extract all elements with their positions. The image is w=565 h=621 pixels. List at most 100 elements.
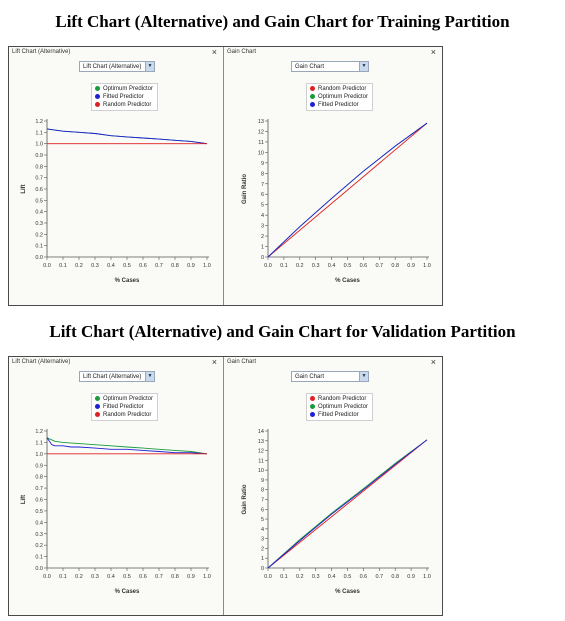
y-tick-label: 11: [258, 140, 264, 146]
legend-dot-icon: [310, 395, 315, 401]
y-axis-label: Gain Ratio: [242, 484, 248, 514]
section-title-training: Lift Chart (Alternative) and Gain Chart …: [55, 12, 510, 31]
y-tick-label: 0.3: [35, 221, 43, 227]
x-tick-label: 0.7: [155, 263, 163, 269]
x-axis-label: % Cases: [335, 278, 360, 284]
x-tick-label: 0.6: [360, 263, 368, 269]
chevron-down-icon[interactable]: ▼: [359, 372, 368, 381]
legend-item: Random Predictor: [95, 411, 153, 419]
y-tick-label: 0.9: [35, 463, 43, 469]
y-tick-label: 0.5: [35, 509, 43, 515]
x-tick-label: 0.4: [328, 263, 336, 269]
panel-title: Lift Chart (Alternative): [12, 359, 71, 365]
panel-title: Gain Chart: [227, 359, 257, 365]
y-tick-label: 1.0: [35, 142, 43, 148]
y-tick-label: 13: [258, 119, 264, 125]
y-tick-label: 11: [258, 458, 264, 464]
y-tick-label: 4: [261, 527, 264, 533]
close-icon[interactable]: ×: [211, 47, 217, 57]
legend-dot-icon: [95, 411, 100, 417]
legend-item: Random Predictor: [95, 101, 153, 109]
legend-label: Fitted Predictor: [103, 404, 144, 410]
y-tick-label: 0.0: [35, 255, 43, 261]
y-tick-label: 12: [258, 449, 264, 455]
y-tick-label: 1.2: [35, 429, 43, 435]
legend-label: Optimum Predictor: [318, 404, 369, 410]
validation-chart-window: Lift Chart (Alternative) × Lift Chart (A…: [8, 356, 443, 616]
close-icon[interactable]: ×: [430, 47, 436, 57]
x-tick-label: 0.8: [391, 574, 399, 580]
legend-label: Optimum Predictor: [103, 86, 154, 92]
x-tick-label: 0.7: [375, 574, 383, 580]
chart-type-dropdown[interactable]: Lift Chart (Alternative) ▼: [79, 61, 155, 72]
y-tick-label: 3: [261, 224, 264, 230]
y-tick-label: 2: [261, 546, 264, 552]
y-tick-label: 0.0: [35, 566, 43, 572]
y-tick-label: 0.6: [35, 187, 43, 193]
gain-panel-training: Gain Chart × Gain Chart ▼ Random Predict…: [224, 47, 442, 305]
x-tick-label: 0.0: [43, 263, 51, 269]
legend-item: Random Predictor: [310, 85, 368, 93]
legend-dot-icon: [95, 85, 100, 91]
lift-plot-validation: 0.0 0.1 0.2 0.3 0.4 0.5 0.6 0.7 0.8 0.9 1.0 1.1 1.2 0…: [21, 429, 211, 595]
chart-type-dropdown[interactable]: Gain Chart ▼: [291, 61, 369, 72]
x-tick-label: 0.0: [43, 574, 51, 580]
fitted-predictor-line: [46, 437, 208, 455]
close-icon[interactable]: ×: [430, 357, 436, 367]
dropdown-value: Lift Chart (Alternative): [83, 374, 142, 380]
close-icon[interactable]: ×: [211, 357, 217, 367]
y-tick-label: 0.8: [35, 164, 43, 170]
legend-label: Random Predictor: [103, 102, 152, 108]
x-tick-label: 1.0: [203, 574, 211, 580]
x-tick-label: 0.3: [91, 574, 99, 580]
x-axis-label: % Cases: [115, 589, 140, 595]
optimum-predictor-line: [46, 437, 208, 455]
chevron-down-icon[interactable]: ▼: [359, 62, 368, 71]
panel-title: Gain Chart: [227, 49, 257, 55]
x-tick-label: 1.0: [423, 574, 431, 580]
x-tick-label: 0.4: [107, 263, 115, 269]
y-tick-label: 0.7: [35, 486, 43, 492]
fitted-predictor-line: [46, 128, 208, 145]
y-tick-label: 13: [258, 439, 264, 445]
chart-legend: Optimum Predictor Fitted Predictor Rando…: [91, 393, 159, 421]
y-tick-label: 1.0: [35, 452, 43, 458]
y-axis-label: Lift: [21, 495, 27, 504]
x-tick-label: 0.1: [280, 574, 288, 580]
legend-label: Fitted Predictor: [318, 412, 359, 418]
x-tick-label: 0.7: [375, 263, 383, 269]
optimum-predictor-line: [267, 439, 428, 569]
y-tick-label: 3: [261, 537, 264, 543]
chevron-down-icon[interactable]: ▼: [145, 62, 154, 71]
y-tick-label: 14: [258, 429, 264, 435]
x-tick-label: 0.7: [155, 574, 163, 580]
y-tick-label: 0.1: [35, 555, 43, 561]
y-tick-label: 12: [258, 129, 264, 135]
chevron-down-icon[interactable]: ▼: [145, 372, 154, 381]
y-tick-label: 0.7: [35, 176, 43, 182]
panel-title: Lift Chart (Alternative): [12, 49, 71, 55]
x-tick-label: 0.3: [312, 574, 320, 580]
legend-label: Optimum Predictor: [103, 396, 154, 402]
dropdown-value: Gain Chart: [295, 64, 325, 70]
x-tick-label: 0.4: [107, 574, 115, 580]
x-tick-label: 1.0: [423, 263, 431, 269]
x-tick-label: 0.5: [123, 263, 131, 269]
x-tick-label: 0.3: [91, 263, 99, 269]
y-tick-label: 5: [261, 203, 264, 209]
y-tick-label: 0.4: [35, 520, 43, 526]
x-tick-label: 0.9: [187, 574, 195, 580]
chart-type-dropdown[interactable]: Gain Chart ▼: [291, 371, 369, 382]
x-tick-label: 0.8: [171, 574, 179, 580]
legend-item: Optimum Predictor: [95, 85, 153, 93]
y-tick-label: 0.1: [35, 244, 43, 250]
x-tick-label: 0.1: [280, 263, 288, 269]
chart-type-dropdown[interactable]: Lift Chart (Alternative) ▼: [79, 371, 155, 382]
x-tick-label: 0.9: [407, 574, 415, 580]
panel-divider: [223, 357, 224, 615]
legend-dot-icon: [310, 93, 315, 99]
legend-dot-icon: [310, 403, 315, 409]
x-axis-label: % Cases: [115, 278, 140, 284]
y-tick-label: 1.1: [35, 440, 43, 446]
